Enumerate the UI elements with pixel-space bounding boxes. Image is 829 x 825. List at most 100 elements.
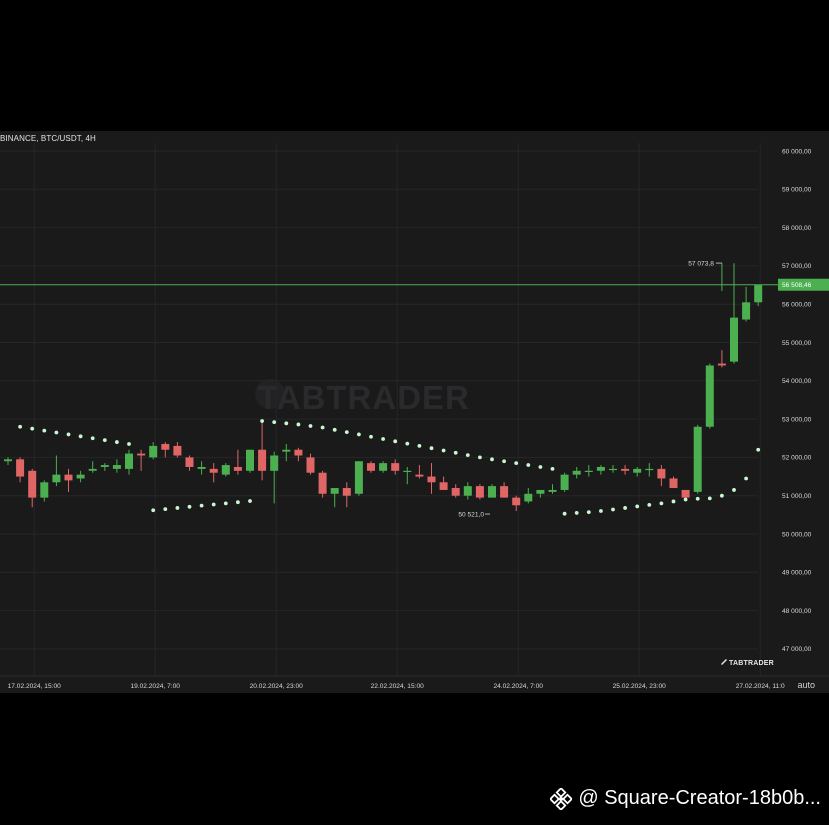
candle-body (52, 474, 61, 483)
sar-dot (260, 419, 264, 423)
y-tick-label: 54 000,00 (782, 378, 812, 385)
candle-body (125, 453, 133, 469)
sar-dot (127, 442, 131, 446)
x-tick-label: 20.02.2024, 23:00 (250, 683, 303, 690)
sar-dot (635, 504, 640, 509)
sar-dot (465, 453, 470, 458)
sar-dot (720, 493, 724, 498)
candle-body (149, 445, 158, 458)
sar-dot (574, 511, 579, 515)
candle-body (403, 470, 412, 473)
y-tick-label: 60 000,00 (782, 148, 812, 155)
candle-body (560, 474, 569, 490)
sar-dot (453, 450, 458, 455)
candle-body (4, 459, 12, 462)
candlestick-chart[interactable]: 47 000,00 48 000,00 49 000,00 50 000,00 51 0… (0, 131, 829, 693)
candle-body (693, 426, 702, 492)
sar-dot (284, 421, 289, 426)
chart-panel[interactable]: TABTRADER 47 000,00 48 000,00 49 000,00 50 … (0, 131, 829, 693)
candle-body (669, 478, 678, 489)
watermark-logo-icon (255, 379, 285, 409)
x-tick-label: 27.02.2024, 11:0 (736, 683, 785, 690)
sar-dot (490, 457, 494, 462)
sar-dot (199, 503, 204, 508)
candle-body (512, 497, 521, 506)
y-tick-label: 57 000,00 (782, 263, 812, 270)
x-tick-label: 19.02.2024, 7:00 (130, 683, 180, 690)
sar-dot (115, 440, 119, 444)
sar-dot (756, 447, 761, 452)
candle-body (500, 486, 509, 498)
candle-body (16, 459, 25, 477)
sar-dot (744, 476, 748, 481)
x-tick-label: 25.02.2024, 23:00 (613, 683, 666, 690)
candle-body (705, 365, 714, 427)
candle-body (294, 449, 303, 456)
sar-dot (42, 428, 47, 433)
sar-dot (332, 427, 337, 432)
candle-body (88, 468, 97, 471)
sar-dot (296, 422, 301, 427)
low-price-label: 50 521,0 (458, 511, 484, 518)
candle-body (28, 470, 37, 498)
sar-dot (647, 502, 652, 507)
brand-name: TABTRADER (729, 660, 774, 667)
candle-body (137, 453, 146, 456)
sar-dot (308, 424, 313, 428)
candle-body (717, 363, 726, 366)
sar-dot (223, 501, 228, 506)
candle-body (742, 302, 751, 320)
y-tick-label: 59 000,00 (782, 187, 812, 194)
candle-body (221, 465, 230, 475)
sar-dot (707, 496, 712, 501)
watermark-text: TABTRADER (258, 379, 470, 416)
candle-body (64, 474, 73, 481)
candle-body (258, 449, 267, 471)
candle-body (330, 488, 339, 494)
sar-dot (30, 426, 35, 431)
sar-dot (66, 432, 71, 437)
sar-dot (429, 446, 434, 451)
sar-dot (623, 506, 627, 510)
sar-dot (381, 437, 385, 441)
binance-logo-icon (549, 786, 574, 811)
auto-scale-button[interactable]: auto (797, 680, 815, 690)
sar-dot (671, 499, 676, 504)
candle-body (596, 466, 605, 471)
candle-body (633, 468, 642, 473)
last-price-tag (778, 278, 829, 291)
tabtrader-brand: TABTRADER (721, 658, 774, 667)
candle-body (76, 474, 85, 479)
sar-dot (163, 507, 168, 512)
sar-dot (659, 501, 664, 506)
sar-dot (90, 436, 95, 441)
x-tick-label: 24.02.2024, 7:00 (493, 683, 543, 690)
candle-body (391, 463, 400, 471)
candle-body (354, 461, 363, 494)
last-price-label: 56 508,46 (782, 282, 812, 289)
sar-dot (248, 499, 252, 503)
candle-body (536, 489, 545, 494)
candle-body (197, 466, 206, 469)
candle-body (246, 449, 254, 471)
candle-body (524, 493, 533, 502)
candle-body (621, 468, 630, 471)
sar-dot (272, 420, 277, 425)
sar-dot (54, 430, 59, 435)
sar-dot (357, 432, 361, 437)
sar-dot (441, 448, 446, 453)
y-tick-label: 51 000,00 (782, 493, 812, 500)
candle-body (427, 476, 436, 483)
y-tick-label: 49 000,00 (782, 570, 812, 577)
y-tick-label: 53 000,00 (782, 416, 812, 423)
sar-dot (695, 496, 700, 501)
candle-body (730, 317, 738, 362)
candle-body (572, 470, 581, 475)
candle-body (451, 488, 460, 496)
chart-title: BINANCE, BTC/USDT, 4H (0, 134, 96, 143)
sar-dot (187, 504, 192, 509)
creator-credit: @ Square-Creator-18b0b... (549, 786, 821, 811)
x-tick-label: 22.02.2024, 15:00 (371, 683, 424, 690)
candle-body (415, 474, 424, 477)
sar-dot (683, 497, 688, 502)
